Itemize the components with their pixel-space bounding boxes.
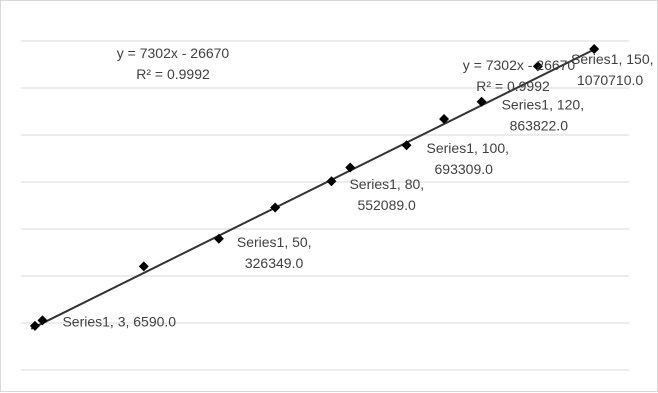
data-label: Series1, 150, 1070710.0 — [571, 51, 654, 88]
data-label: Series1, 100, 693309.0 — [427, 140, 510, 177]
trendline-equation-right: y = 7302x - 26670 — [463, 57, 576, 73]
data-point-marker — [532, 61, 543, 72]
data-point-marker — [439, 114, 450, 125]
data-point-marker — [29, 320, 40, 331]
data-label: Series1, 50, 326349.0 — [237, 234, 312, 271]
data-point-marker — [37, 315, 48, 326]
data-label: Series1, 120, 863822.0 — [502, 97, 585, 134]
data-point-marker — [270, 202, 281, 213]
trendline — [30, 48, 595, 330]
data-label: Series1, 3, 6590.0 — [62, 313, 176, 329]
data-point-marker — [345, 162, 356, 173]
data-point-marker — [326, 176, 337, 187]
data-point-marker — [589, 43, 600, 54]
gridlines — [21, 40, 629, 371]
data-point-marker — [138, 261, 149, 272]
data-point-marker — [213, 233, 224, 244]
data-label: Series1, 80, 552089.0 — [349, 176, 424, 213]
data-point-marker — [476, 96, 487, 107]
trendline-r2-left: R² = 0.9992 — [136, 66, 210, 82]
data-point-marker — [401, 140, 412, 151]
data-points — [29, 43, 600, 331]
trendline-r2-right: R² = 0.9992 — [476, 78, 550, 94]
trendline-equation-left: y = 7302x - 26670 — [117, 45, 230, 61]
data-labels: Series1, 3, 6590.0 Series1, 50, 326349.0 Se… — [62, 51, 653, 329]
